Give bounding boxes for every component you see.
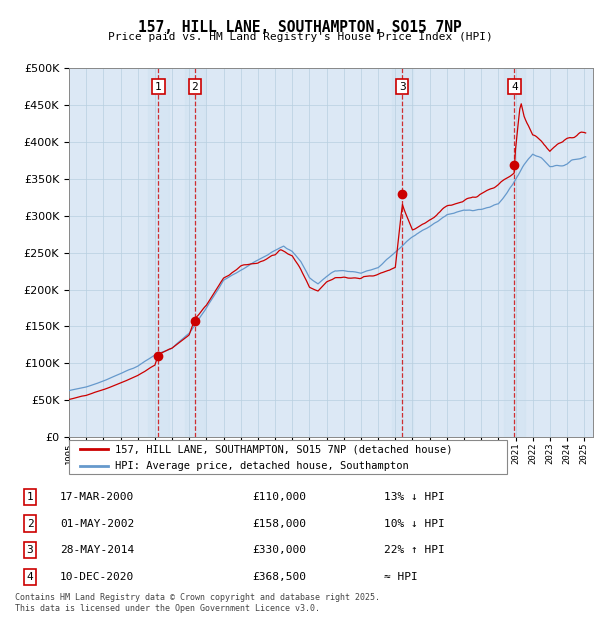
Text: HPI: Average price, detached house, Southampton: HPI: Average price, detached house, Sout… xyxy=(115,461,409,471)
Bar xyxy=(504,68,525,437)
Text: 10-DEC-2020: 10-DEC-2020 xyxy=(60,572,134,582)
Text: 22% ↑ HPI: 22% ↑ HPI xyxy=(384,545,445,556)
Bar xyxy=(148,68,169,437)
Text: 1: 1 xyxy=(26,492,34,502)
Text: £368,500: £368,500 xyxy=(252,572,306,582)
Bar xyxy=(392,68,413,437)
Text: 3: 3 xyxy=(26,545,34,556)
Text: 10% ↓ HPI: 10% ↓ HPI xyxy=(384,518,445,529)
Text: £330,000: £330,000 xyxy=(252,545,306,556)
Text: £110,000: £110,000 xyxy=(252,492,306,502)
Text: 3: 3 xyxy=(399,82,406,92)
Text: 17-MAR-2000: 17-MAR-2000 xyxy=(60,492,134,502)
Text: 4: 4 xyxy=(511,82,518,92)
Text: 4: 4 xyxy=(26,572,34,582)
Text: 28-MAY-2014: 28-MAY-2014 xyxy=(60,545,134,556)
Text: Contains HM Land Registry data © Crown copyright and database right 2025.
This d: Contains HM Land Registry data © Crown c… xyxy=(15,593,380,613)
Text: 13% ↓ HPI: 13% ↓ HPI xyxy=(384,492,445,502)
Text: 1: 1 xyxy=(155,82,162,92)
Text: Price paid vs. HM Land Registry's House Price Index (HPI): Price paid vs. HM Land Registry's House … xyxy=(107,32,493,42)
Text: 01-MAY-2002: 01-MAY-2002 xyxy=(60,518,134,529)
Text: ≈ HPI: ≈ HPI xyxy=(384,572,418,582)
Bar xyxy=(185,68,205,437)
Text: 2: 2 xyxy=(191,82,198,92)
Text: 157, HILL LANE, SOUTHAMPTON, SO15 7NP (detached house): 157, HILL LANE, SOUTHAMPTON, SO15 7NP (d… xyxy=(115,445,452,454)
Text: 157, HILL LANE, SOUTHAMPTON, SO15 7NP: 157, HILL LANE, SOUTHAMPTON, SO15 7NP xyxy=(138,20,462,35)
Text: £158,000: £158,000 xyxy=(252,518,306,529)
Text: 2: 2 xyxy=(26,518,34,529)
